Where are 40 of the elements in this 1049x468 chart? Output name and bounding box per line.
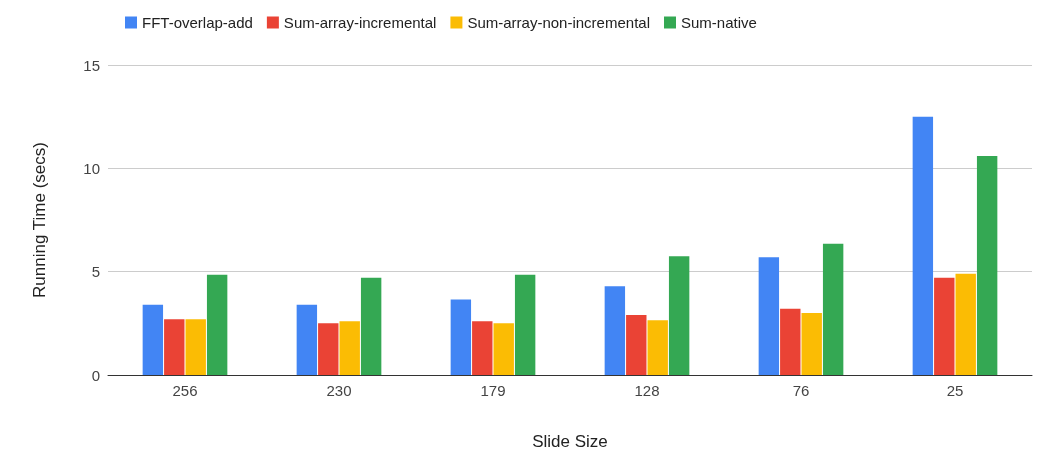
bar	[604, 286, 626, 375]
x-tick-label: 25	[946, 382, 964, 399]
y-tick-label: 0	[91, 366, 100, 384]
bar	[758, 257, 780, 375]
bar	[647, 320, 668, 375]
x-tick-label: 230	[326, 382, 352, 399]
y-axis-title: Running Time (secs)	[30, 142, 49, 298]
y-tick-label: 5	[91, 263, 100, 281]
legend-label: FFT-overlap-add	[142, 14, 253, 31]
legend-label: Sum-native	[680, 14, 757, 31]
bar	[339, 321, 360, 375]
bar	[780, 308, 801, 375]
bar	[206, 274, 228, 375]
x-tick-label: 179	[480, 382, 506, 399]
bar	[472, 321, 493, 375]
bar	[822, 243, 844, 375]
bar	[976, 155, 998, 375]
bar	[450, 299, 472, 375]
bar	[185, 319, 206, 375]
bar	[514, 274, 536, 375]
bar	[626, 315, 647, 375]
x-tick-label: 256	[172, 382, 198, 399]
x-axis-title: Slide Size	[532, 432, 608, 451]
bar	[912, 116, 934, 375]
bar	[955, 273, 976, 375]
bar	[164, 319, 185, 375]
bar	[318, 323, 339, 375]
bar	[360, 277, 382, 375]
bar	[934, 277, 955, 375]
legend-label: Sum-array-incremental	[283, 14, 437, 31]
bar	[668, 256, 690, 375]
bar	[296, 304, 318, 375]
y-tick-label: 15	[83, 56, 100, 74]
x-tick-label: 76	[792, 382, 810, 399]
bar	[493, 323, 514, 375]
bar	[801, 313, 822, 375]
bar	[142, 304, 164, 375]
legend-label: Sum-array-non-incremental	[467, 14, 650, 31]
x-tick-label: 128	[634, 382, 660, 399]
y-tick-label: 10	[83, 159, 100, 177]
